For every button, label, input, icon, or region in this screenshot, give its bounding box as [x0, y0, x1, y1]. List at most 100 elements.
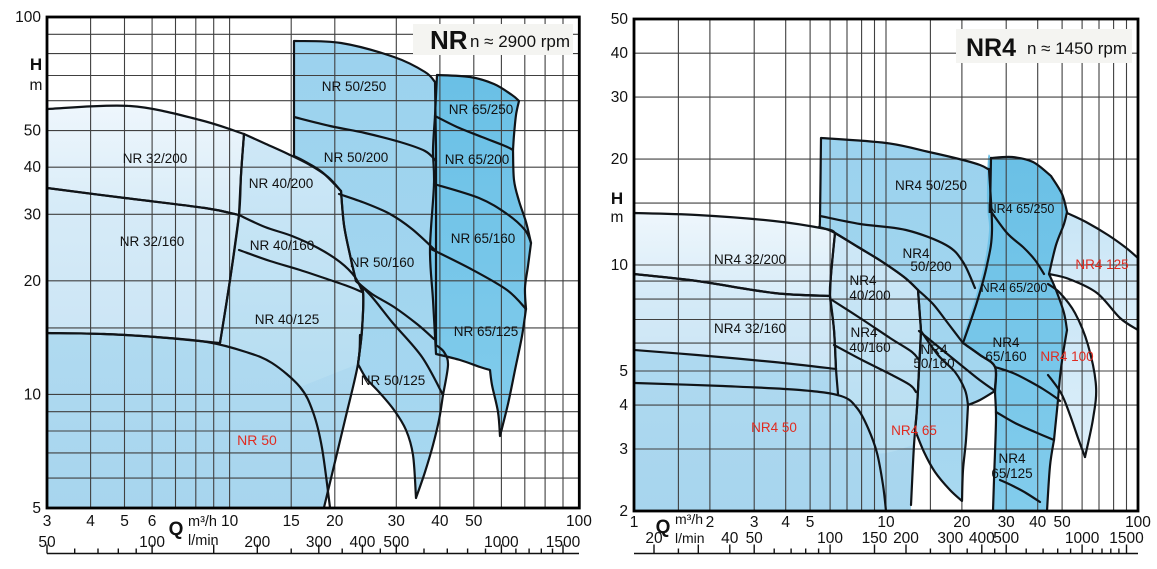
svg-text:NR4 65: NR4 65 [891, 423, 937, 438]
svg-text:100: 100 [817, 530, 843, 547]
svg-text:NR4 50/250: NR4 50/250 [895, 178, 967, 193]
svg-text:NR 50/200: NR 50/200 [324, 150, 389, 165]
svg-text:4: 4 [619, 397, 628, 414]
svg-text:m³/h: m³/h [675, 511, 703, 527]
svg-text:3: 3 [619, 441, 628, 458]
svg-text:NR 65/250: NR 65/250 [449, 102, 514, 117]
svg-text:NR4 100: NR4 100 [1040, 349, 1093, 364]
svg-text:NR4 125: NR4 125 [1075, 257, 1128, 272]
svg-text:2: 2 [706, 514, 715, 531]
svg-text:100: 100 [1125, 514, 1151, 531]
svg-text:l/min: l/min [675, 530, 705, 546]
svg-text:NR4: NR4 [998, 451, 1025, 466]
svg-text:5: 5 [32, 500, 41, 517]
svg-text:20: 20 [611, 151, 629, 168]
svg-text:n ≈ 1450 rpm: n ≈ 1450 rpm [1027, 39, 1127, 58]
svg-text:30: 30 [611, 89, 629, 106]
svg-text:NR 50/160: NR 50/160 [350, 255, 415, 270]
svg-text:NR 65/160: NR 65/160 [451, 231, 516, 246]
svg-text:500: 500 [993, 530, 1019, 547]
svg-text:30: 30 [388, 513, 406, 530]
svg-text:50: 50 [38, 534, 56, 551]
svg-text:NR 40/200: NR 40/200 [249, 176, 314, 191]
svg-text:NR4: NR4 [849, 273, 876, 288]
svg-text:1500: 1500 [1109, 530, 1144, 547]
svg-text:100: 100 [15, 9, 41, 26]
svg-text:20: 20 [24, 273, 42, 290]
svg-text:NR4: NR4 [992, 335, 1019, 350]
svg-text:40: 40 [1029, 514, 1047, 531]
svg-text:NR4: NR4 [850, 325, 877, 340]
svg-text:200: 200 [893, 530, 919, 547]
svg-text:10: 10 [24, 386, 42, 403]
svg-text:NR 40/160: NR 40/160 [250, 238, 315, 253]
svg-text:H: H [30, 55, 42, 74]
svg-text:NR4 65/250: NR4 65/250 [988, 202, 1055, 216]
svg-text:200: 200 [244, 534, 270, 551]
svg-text:15: 15 [283, 513, 300, 530]
svg-text:1000: 1000 [1065, 530, 1100, 547]
svg-text:50: 50 [611, 11, 629, 28]
svg-text:10: 10 [877, 514, 895, 531]
svg-text:50: 50 [1053, 514, 1071, 531]
svg-text:5: 5 [806, 514, 815, 531]
svg-text:100: 100 [566, 513, 592, 530]
svg-text:40: 40 [431, 513, 449, 530]
svg-text:NR4 32/160: NR4 32/160 [714, 321, 786, 336]
svg-text:NR 32/200: NR 32/200 [123, 151, 188, 166]
svg-text:40/200: 40/200 [849, 288, 890, 303]
svg-text:6: 6 [148, 513, 157, 530]
svg-text:5: 5 [619, 363, 628, 380]
svg-text:50: 50 [24, 123, 42, 140]
svg-text:400: 400 [349, 534, 375, 551]
svg-text:10: 10 [611, 257, 629, 274]
svg-text:2: 2 [619, 503, 628, 520]
svg-text:NR 50/250: NR 50/250 [322, 79, 387, 94]
svg-text:400: 400 [969, 530, 995, 547]
svg-text:5: 5 [120, 513, 129, 530]
svg-text:NR 40/125: NR 40/125 [255, 312, 320, 327]
svg-text:20: 20 [326, 513, 344, 530]
svg-text:Q: Q [169, 519, 184, 540]
svg-text:4: 4 [781, 514, 790, 531]
svg-text:NR 32/160: NR 32/160 [120, 234, 185, 249]
svg-text:NR 65/200: NR 65/200 [445, 152, 510, 167]
svg-text:l/min: l/min [188, 533, 219, 549]
svg-text:NR4: NR4 [902, 246, 929, 261]
svg-text:20: 20 [953, 514, 971, 531]
svg-text:NR: NR [430, 25, 468, 55]
svg-text:30: 30 [998, 514, 1016, 531]
svg-text:40: 40 [24, 159, 42, 176]
svg-text:3: 3 [750, 514, 759, 531]
svg-text:m³/h: m³/h [188, 514, 217, 530]
svg-text:m: m [30, 77, 43, 94]
svg-text:1000: 1000 [484, 534, 519, 551]
svg-text:1500: 1500 [546, 534, 581, 551]
svg-text:65/125: 65/125 [991, 466, 1032, 481]
svg-text:100: 100 [139, 534, 165, 551]
svg-text:NR 50/125: NR 50/125 [361, 373, 426, 388]
svg-text:n ≈ 2900 rpm: n ≈ 2900 rpm [470, 32, 570, 51]
svg-text:NR4 50: NR4 50 [751, 420, 797, 435]
svg-text:3: 3 [43, 513, 52, 530]
svg-text:40/160: 40/160 [849, 340, 890, 355]
svg-text:NR4 32/200: NR4 32/200 [714, 252, 786, 267]
svg-text:4: 4 [86, 513, 95, 530]
svg-text:40: 40 [611, 45, 629, 62]
svg-text:NR4: NR4 [966, 34, 1016, 62]
svg-text:Q: Q [656, 517, 671, 538]
svg-text:50/200: 50/200 [910, 259, 951, 274]
svg-text:300: 300 [306, 534, 332, 551]
svg-text:10: 10 [221, 513, 239, 530]
svg-text:300: 300 [937, 530, 963, 547]
svg-text:20: 20 [645, 530, 663, 547]
svg-text:50: 50 [746, 530, 764, 547]
svg-text:1: 1 [630, 514, 639, 531]
svg-text:500: 500 [383, 534, 409, 551]
svg-text:m: m [611, 209, 624, 226]
svg-text:150: 150 [862, 530, 888, 547]
svg-text:NR 50: NR 50 [237, 432, 277, 448]
svg-text:50/160: 50/160 [913, 356, 954, 371]
svg-text:H: H [611, 189, 623, 208]
svg-text:NR 65/125: NR 65/125 [454, 324, 519, 339]
